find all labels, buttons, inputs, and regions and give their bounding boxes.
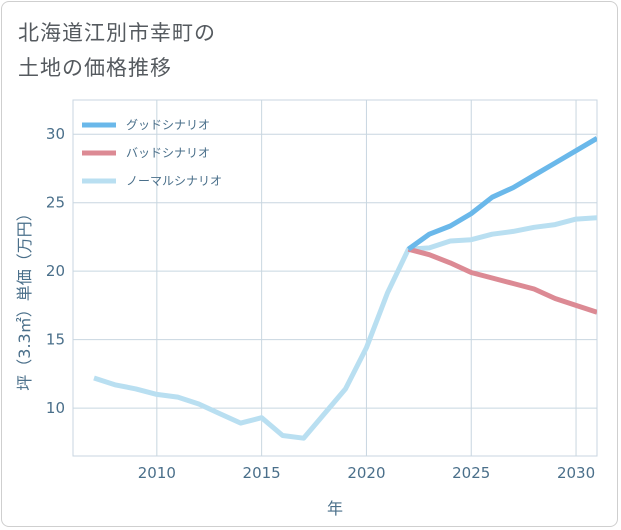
y-tick-label: 10 — [46, 399, 65, 417]
x-tick-label: 2020 — [347, 464, 385, 482]
legend-label-2: ノーマルシナリオ — [126, 174, 222, 188]
legend-label-0: グッドシナリオ — [126, 118, 210, 132]
series-lines — [93, 136, 597, 441]
y-tick-label: 20 — [46, 262, 65, 280]
legend-label-1: バッドシナリオ — [126, 146, 210, 160]
plot-frame — [72, 99, 598, 457]
chart-title: 北海道江別市幸町の 土地の価格推移 — [18, 16, 216, 86]
chart-title-line-2: 土地の価格推移 — [18, 56, 172, 80]
x-tick-label: 2030 — [557, 464, 595, 482]
y-tick-label: 25 — [46, 194, 65, 212]
series-line-1 — [407, 246, 597, 315]
chart-title-line-1: 北海道江別市幸町の — [18, 21, 216, 45]
x-tick-label: 2010 — [138, 464, 176, 482]
series-line-0 — [406, 136, 597, 252]
y-tick-label: 30 — [46, 125, 65, 143]
x-axis-title: 年 — [327, 499, 343, 518]
axes: 年 坪（3.3㎡）単価（万円） 2010 2015 2020 2025 20301015… — [15, 125, 595, 518]
x-tick-label: 2025 — [452, 464, 490, 482]
series-line-2 — [93, 215, 597, 441]
x-tick-label: 2015 — [243, 464, 281, 482]
y-axis-title: 坪（3.3㎡）単価（万円） — [15, 205, 34, 390]
y-tick-label: 15 — [46, 331, 65, 349]
